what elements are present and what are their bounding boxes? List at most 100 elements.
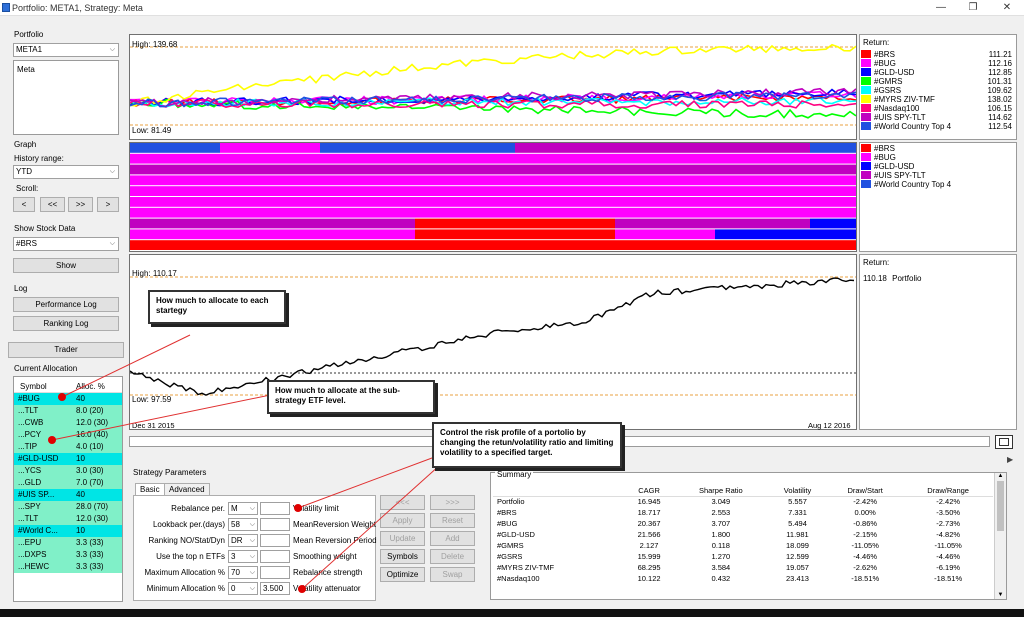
allocation-row[interactable]: ...CWB 12.0 (30) bbox=[14, 417, 122, 429]
trader-button[interactable]: Trader bbox=[8, 342, 124, 358]
chevron-down-icon: ⌵ bbox=[249, 585, 255, 592]
summary-row[interactable]: #Nasdaq100 10.122 0.432 23.413 -18.51% -18.51… bbox=[493, 573, 993, 584]
allocation-row[interactable]: #UIS SP... 40 bbox=[14, 489, 122, 501]
strategy-list-item[interactable]: Meta bbox=[17, 65, 35, 74]
symbols-button[interactable]: Symbols bbox=[380, 549, 425, 564]
chevron-down-icon: ⌵ bbox=[109, 168, 115, 175]
swap-button[interactable]: Swap bbox=[430, 567, 475, 582]
allocation-row[interactable]: ...TLT 12.0 (30) bbox=[14, 513, 122, 525]
minimize-button[interactable]: — bbox=[936, 2, 946, 13]
performance-log-button[interactable]: Performance Log bbox=[13, 297, 119, 312]
portfolio-chart: High: 110.17 Low: 97.59 Dec 31 2015 Aug … bbox=[129, 254, 857, 430]
ranking-cell bbox=[130, 153, 220, 164]
ranking-cell bbox=[415, 153, 515, 164]
legend-name: #MYRS ZIV-TMF bbox=[874, 95, 935, 104]
ranking-cell bbox=[220, 153, 320, 164]
summary-row[interactable]: #BUG 20.367 3.707 5.494 -0.86% -2.73% bbox=[493, 518, 993, 529]
alloc-symbol: ...TLT bbox=[18, 514, 39, 523]
log-group-label: Log bbox=[14, 284, 28, 293]
alloc-symbol: #UIS SP... bbox=[18, 490, 55, 499]
summary-cell: -18.51% bbox=[934, 574, 963, 583]
summary-cell: 3.707 bbox=[711, 519, 731, 528]
param-right-label: MeanReversion Weight bbox=[293, 520, 377, 529]
maximize-button[interactable]: ❐ bbox=[968, 2, 978, 13]
param-right-input[interactable] bbox=[260, 550, 290, 563]
stock-select[interactable]: #BRS ⌵ bbox=[13, 237, 119, 251]
allocation-row[interactable]: ...YCS 3.0 (30) bbox=[14, 465, 122, 477]
scroll-first-button[interactable]: << bbox=[40, 197, 65, 212]
alloc-percent: 28.0 (70) bbox=[76, 502, 109, 511]
allocation-row[interactable]: #BUG 40 bbox=[14, 393, 122, 405]
param-label: Minimum Allocation % bbox=[146, 584, 225, 593]
chevron-down-icon: ⌵ bbox=[249, 553, 255, 560]
arrow-right-icon[interactable]: ▶ bbox=[1007, 455, 1014, 464]
tab-basic[interactable]: Basic bbox=[135, 483, 165, 495]
ranking-cell bbox=[130, 218, 220, 229]
summary-row[interactable]: Portfolio 16.945 3.049 5.557 -2.42% -2.42% bbox=[493, 496, 993, 507]
allocation-row[interactable]: ...HEWC 3.3 (33) bbox=[14, 561, 122, 573]
param-right-input[interactable] bbox=[260, 518, 290, 531]
scroll-prev-button[interactable]: < bbox=[13, 197, 35, 212]
scroll-last-button[interactable]: >> bbox=[68, 197, 93, 212]
reset-button[interactable]: Reset bbox=[430, 513, 475, 528]
optimize-button[interactable]: Optimize bbox=[380, 567, 425, 582]
summary-row[interactable]: #MYRS ZIV-TMF 68.295 3.584 19.057 -2.62% -6.1… bbox=[493, 562, 993, 573]
allocation-row[interactable]: ...GLD 7.0 (70) bbox=[14, 477, 122, 489]
returns-chart-svg bbox=[130, 43, 856, 126]
alloc-percent: 8.0 (20) bbox=[76, 406, 104, 415]
allocation-row[interactable]: ...PCY 16.0 (40) bbox=[14, 429, 122, 441]
param-select[interactable]: DR ⌵ bbox=[228, 534, 258, 547]
summary-row[interactable]: #BRS 18.717 2.553 7.331 0.00% -3.50% bbox=[493, 507, 993, 518]
param-right-input[interactable] bbox=[260, 502, 290, 515]
ranking-log-button[interactable]: Ranking Log bbox=[13, 316, 119, 331]
prev-button[interactable]: <<< bbox=[380, 495, 425, 510]
allocation-row[interactable]: ...TLT 8.0 (20) bbox=[14, 405, 122, 417]
summary-cell: 2.553 bbox=[711, 508, 731, 517]
chevron-down-icon[interactable]: ▼ bbox=[997, 592, 1004, 598]
apply-button[interactable]: Apply bbox=[380, 513, 425, 528]
delete-button[interactable]: Delete bbox=[430, 549, 475, 564]
param-select[interactable]: 0 ⌵ bbox=[228, 582, 258, 595]
portfolio-select[interactable]: META1 ⌵ bbox=[13, 43, 119, 57]
param-select[interactable]: M ⌵ bbox=[228, 502, 258, 515]
history-range-select[interactable]: YTD ⌵ bbox=[13, 165, 119, 179]
ranking-cell bbox=[220, 186, 320, 196]
summary-row[interactable]: #GSRS 15.999 1.270 12.599 -4.46% -4.46% bbox=[493, 551, 993, 562]
scroll-thumb[interactable] bbox=[997, 481, 1004, 531]
summary-row[interactable]: #GLD-USD 21.566 1.800 11.981 -2.15% -4.82% bbox=[493, 529, 993, 540]
legend-swatch bbox=[861, 153, 871, 161]
strategy-list[interactable]: Meta bbox=[13, 60, 119, 135]
param-select[interactable]: 3 ⌵ bbox=[228, 550, 258, 563]
next-button[interactable]: >>> bbox=[430, 495, 475, 510]
chevron-up-icon[interactable]: ▲ bbox=[997, 473, 1004, 479]
summary-row[interactable]: #GMRS 2.127 0.118 18.099 -11.05% -11.05% bbox=[493, 540, 993, 551]
param-select[interactable]: 70 ⌵ bbox=[228, 566, 258, 579]
close-button[interactable]: ✕ bbox=[1002, 2, 1012, 13]
summary-scrollbar[interactable]: ▲ ▼ bbox=[994, 473, 1006, 599]
alloc-percent: 40 bbox=[76, 490, 85, 499]
allocation-row[interactable]: #GLD-USD 10 bbox=[14, 453, 122, 465]
ranking-cell bbox=[415, 229, 515, 240]
param-right-input[interactable]: 3.500 bbox=[260, 582, 290, 595]
stock-value: #BRS bbox=[16, 239, 37, 248]
ranking-cell bbox=[615, 143, 715, 153]
allocation-row[interactable]: ...DXPS 3.3 (33) bbox=[14, 549, 122, 561]
window-title: Portfolio: META1, Strategy: Meta bbox=[12, 3, 143, 13]
allocation-row[interactable]: #World C... 10 bbox=[14, 525, 122, 537]
allocation-table[interactable]: Symbol Alloc. % #BUG 40 ...TLT 8.0 (20) ...C… bbox=[13, 376, 123, 602]
param-right-input[interactable] bbox=[260, 566, 290, 579]
param-right-input[interactable] bbox=[260, 534, 290, 547]
tab-advanced[interactable]: Advanced bbox=[164, 483, 210, 495]
param-select[interactable]: 58 ⌵ bbox=[228, 518, 258, 531]
allocation-row[interactable]: ...TIP 4.0 (10) bbox=[14, 441, 122, 453]
summary-cell: 12.599 bbox=[786, 552, 809, 561]
add-button[interactable]: Add bbox=[430, 531, 475, 546]
portfolio-value: META1 bbox=[16, 45, 43, 54]
show-button[interactable]: Show bbox=[13, 258, 119, 273]
update-button[interactable]: Update bbox=[380, 531, 425, 546]
summary-table: CAGR Sharpe Ratio Volatility Draw/Start Draw… bbox=[493, 485, 993, 584]
allocation-row[interactable]: ...SPY 28.0 (70) bbox=[14, 501, 122, 513]
image-icon[interactable] bbox=[995, 435, 1013, 449]
allocation-row[interactable]: ...EPU 3.3 (33) bbox=[14, 537, 122, 549]
scroll-next-button[interactable]: > bbox=[97, 197, 119, 212]
